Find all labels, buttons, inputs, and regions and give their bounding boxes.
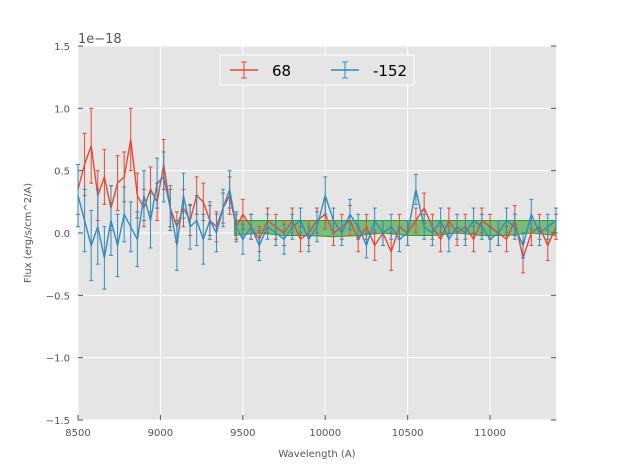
legend-label: -152: [373, 62, 407, 80]
y-tick-label: −1.0: [46, 354, 70, 365]
legend: 68 -152: [219, 54, 415, 86]
series-2: [76, 151, 558, 290]
y-tick-label: 1.5: [54, 42, 70, 53]
y-tick-label: 1.0: [54, 104, 70, 115]
series-line: [77, 175, 557, 259]
y-tick-label: −0.5: [46, 291, 70, 302]
x-axis-label: Wavelength (A): [278, 449, 355, 460]
x-tick-label: 10500: [392, 428, 424, 439]
y-axis-label: Flux (erg/s/cm^2/A): [23, 183, 34, 283]
axes: 8500 9000 9500 10000 10500 11000 −1.5 −1.0 −0.5 0…: [46, 42, 556, 439]
y-tick-label: −1.5: [46, 416, 70, 427]
x-tick-label: 9000: [148, 428, 173, 439]
x-tick-label: 9500: [230, 428, 255, 439]
y-tick-label: 0.0: [54, 229, 70, 240]
x-tick-label: 8500: [65, 428, 90, 439]
x-tick-label: 11000: [474, 428, 506, 439]
series-layer: [76, 107, 558, 290]
x-tick-label: 10000: [309, 428, 341, 439]
y-tick-label: 0.5: [54, 167, 70, 178]
y-offset-text: 1e−18: [78, 32, 122, 47]
model-band-area: [234, 220, 557, 238]
model-band: [234, 220, 557, 238]
legend-label: 68: [272, 62, 291, 80]
series-line: [77, 139, 557, 261]
